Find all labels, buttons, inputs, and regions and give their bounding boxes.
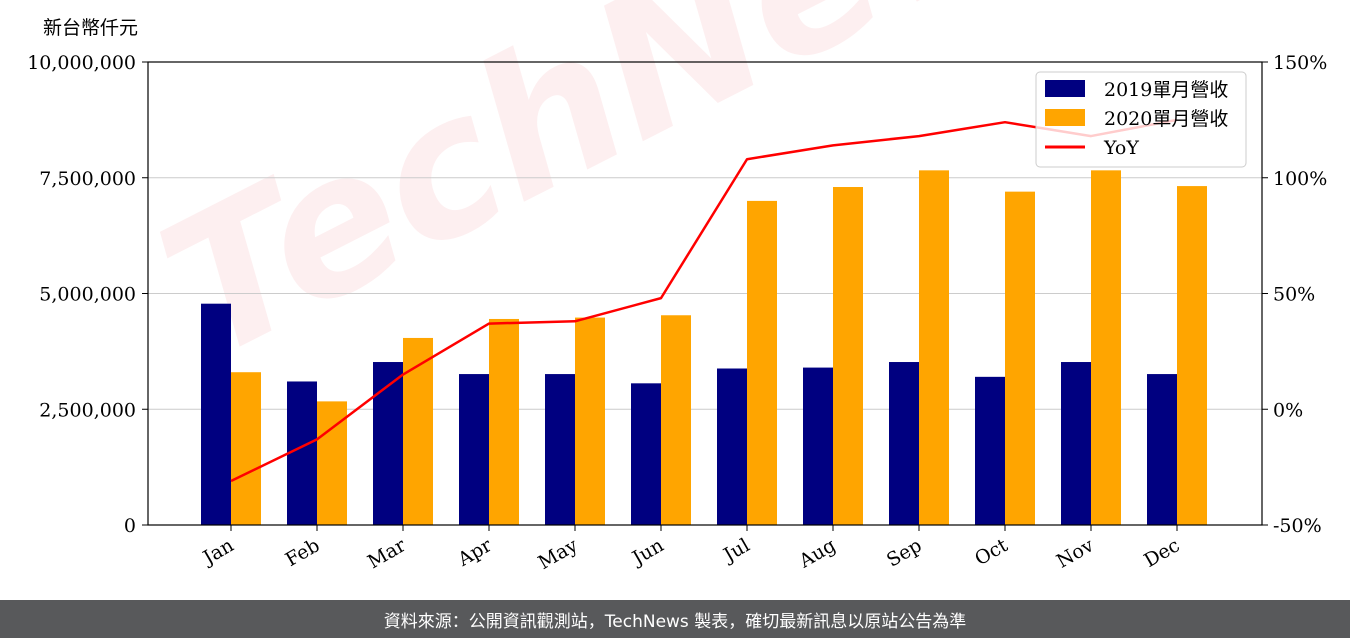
bar-2020-dec xyxy=(1177,186,1207,526)
y-left-unit-label: 新台幣仟元 xyxy=(43,17,138,39)
bar-2019-jan xyxy=(201,303,231,525)
legend-label-0: 2019單月營收 xyxy=(1104,79,1228,101)
bar-2020-may xyxy=(575,317,605,525)
y-right-tick-label: 0% xyxy=(1273,399,1303,421)
bar-2019-nov xyxy=(1061,362,1091,525)
x-tick-label-mar: Mar xyxy=(364,534,410,573)
yoy-line xyxy=(230,118,1178,483)
source-footer-text: 資料來源：公開資訊觀測站，TechNews 製表，確切最新訊息以原站公告為準 xyxy=(383,611,967,632)
x-tick-label-oct: Oct xyxy=(971,534,1012,570)
y-right-tick-label: 150% xyxy=(1273,52,1327,74)
bar-2020-jul xyxy=(747,200,777,525)
x-tick-label-feb: Feb xyxy=(282,534,324,571)
y-left-tick-label: 5,000,000 xyxy=(39,284,136,306)
bar-2020-mar xyxy=(403,337,433,525)
x-tick-label-dec: Dec xyxy=(1140,534,1183,572)
bar-2020-nov xyxy=(1091,170,1121,526)
bar-2019-apr xyxy=(459,374,489,525)
legend-label-2: YoY xyxy=(1103,137,1139,159)
x-tick-label-nov: Nov xyxy=(1053,534,1098,573)
x-tick-label-jan: Jan xyxy=(198,534,238,570)
x-tick-label-apr: Apr xyxy=(453,534,496,571)
bar-2020-jan xyxy=(231,372,261,525)
y-left-tick-label: 7,500,000 xyxy=(39,168,136,190)
bar-2019-oct xyxy=(975,376,1005,525)
legend-swatch-0 xyxy=(1045,80,1085,97)
bar-2019-mar xyxy=(373,362,403,525)
x-tick-label-may: May xyxy=(535,534,582,574)
legend-box xyxy=(1035,71,1247,168)
bar-2020-oct xyxy=(1005,191,1035,525)
x-tick-label-sep: Sep xyxy=(883,534,926,571)
bar-2019-may xyxy=(545,374,575,525)
legend-swatch-1 xyxy=(1045,109,1085,126)
bar-2019-feb xyxy=(287,381,317,525)
plot-frame xyxy=(147,61,1263,526)
y-right-tick-label: 100% xyxy=(1273,168,1327,190)
bar-2019-jun xyxy=(631,383,661,525)
bar-2019-sep xyxy=(889,362,919,525)
bar-2020-aug xyxy=(833,187,863,525)
bar-2019-dec xyxy=(1147,374,1177,525)
y-right-tick-label: 50% xyxy=(1273,284,1315,306)
x-tick-label-jul: Jul xyxy=(718,534,753,567)
bar-2019-jul xyxy=(717,368,747,525)
source-footer: 資料來源：公開資訊觀測站，TechNews 製表，確切最新訊息以原站公告為準 xyxy=(0,600,1350,638)
bar-2020-apr xyxy=(489,318,519,525)
y-left-tick-label: 2,500,000 xyxy=(39,399,136,421)
bar-2020-sep xyxy=(919,170,949,526)
y-right-tick-label: -50% xyxy=(1273,515,1322,537)
y-left-tick-label: 0 xyxy=(124,515,136,537)
x-tick-label-aug: Aug xyxy=(795,534,840,573)
bar-2020-jun xyxy=(661,315,691,525)
y-left-tick-label: 10,000,000 xyxy=(27,52,136,74)
bar-2019-aug xyxy=(803,367,833,525)
legend-label-1: 2020單月營收 xyxy=(1104,108,1228,130)
x-tick-label-jun: Jun xyxy=(627,534,668,570)
revenue-chart: 0 2,500,000 5,000,000 7,500,000 10,000,000 -5… xyxy=(27,17,1327,574)
